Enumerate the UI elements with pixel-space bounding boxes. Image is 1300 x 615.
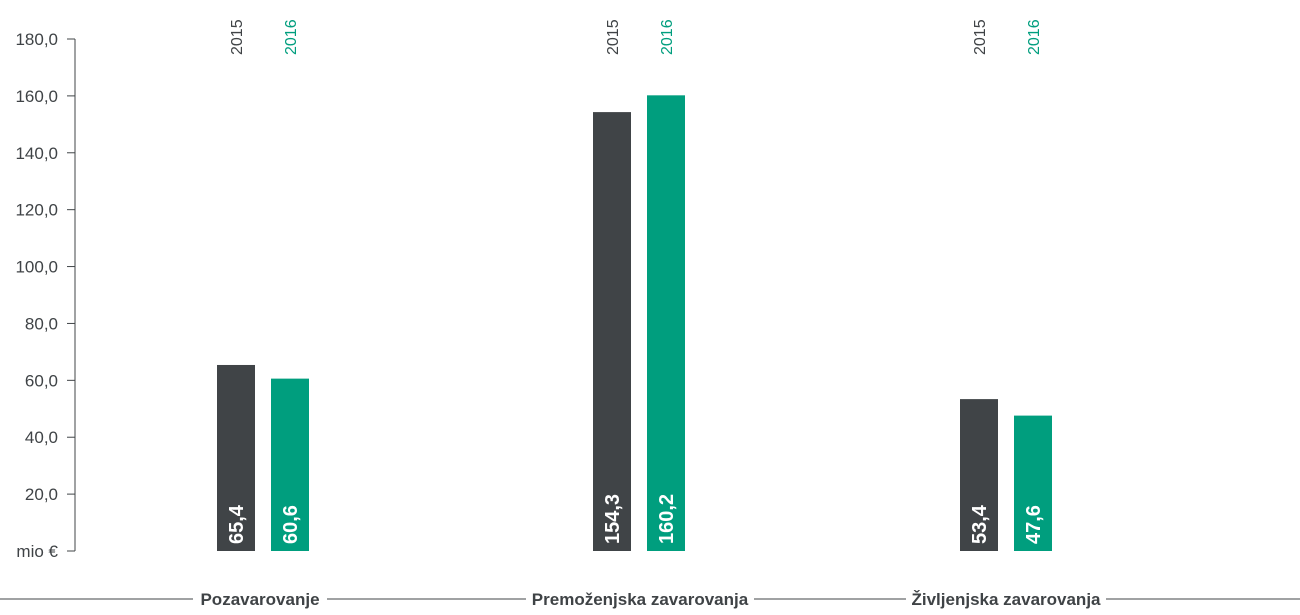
series-year-label: 2016 [659,19,676,55]
category-label: Življenjska zavarovanja [912,590,1102,609]
bar-value-label: 160,2 [656,494,678,544]
bar [960,399,998,551]
y-tick-label: 140,0 [15,144,58,163]
series-year-label: 2016 [283,19,300,55]
y-tick-label: 60,0 [25,371,58,390]
bar-value-label: 47,6 [1023,505,1045,544]
series-year-label: 2015 [972,19,989,55]
y-tick-label: mio € [16,542,58,561]
category-label: Pozavarovanje [200,590,319,609]
y-tick-label: 100,0 [15,258,58,277]
bar-value-label: 60,6 [280,505,302,544]
bar-value-label: 154,3 [602,494,624,544]
series-year-label: 2016 [1026,19,1043,55]
y-tick-label: 160,0 [15,87,58,106]
bar [217,364,255,551]
bar [1014,415,1052,551]
series-year-label: 2015 [229,19,246,55]
bar-value-label: 65,4 [226,504,248,544]
y-tick-label: 80,0 [25,314,58,333]
series-year-label: 2015 [605,19,622,55]
category-label: Premoženjska zavarovanja [532,590,749,609]
y-tick-label: 120,0 [15,201,58,220]
bar [593,112,631,551]
y-tick-label: 20,0 [25,485,58,504]
y-tick-label: 40,0 [25,428,58,447]
bar [647,95,685,551]
bar-value-label: 53,4 [969,504,991,544]
bar [271,378,309,551]
y-tick-label: 180,0 [15,30,58,49]
